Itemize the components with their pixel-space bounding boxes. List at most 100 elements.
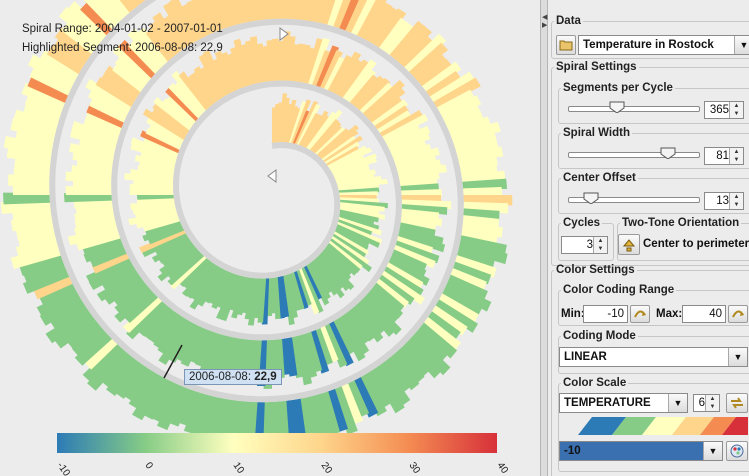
spiral-segment[interactable] [300, 47, 316, 83]
spiral-segment[interactable] [395, 240, 440, 264]
spiral-segment[interactable] [377, 110, 412, 134]
spiral-segment[interactable] [167, 253, 205, 286]
spiral-segment[interactable] [385, 262, 424, 290]
spiral-segment[interactable] [24, 94, 63, 118]
spiral-segment[interactable] [377, 361, 411, 407]
spin-up-icon[interactable]: ▲ [733, 149, 740, 155]
spiral-segment[interactable] [132, 204, 176, 215]
spiral-segment[interactable] [121, 0, 151, 3]
spiral-segment[interactable] [205, 0, 226, 31]
spiral-segment[interactable] [356, 300, 386, 335]
spiral-segment[interactable] [287, 107, 301, 143]
spiral-segment[interactable] [330, 238, 372, 273]
spiral-segment[interactable] [340, 313, 370, 356]
spiral-segment[interactable] [91, 252, 130, 274]
spiral-segment[interactable] [458, 241, 508, 265]
spiral-segment[interactable] [85, 111, 123, 134]
spiral-segment[interactable] [331, 153, 378, 174]
spiral-segment[interactable] [85, 257, 132, 284]
spiral-segment[interactable] [328, 147, 372, 170]
spiral-segment[interactable] [323, 135, 363, 163]
spiral-segment[interactable] [139, 229, 186, 253]
spiral-segment[interactable] [6, 146, 52, 164]
spiral-segment[interactable] [166, 95, 197, 125]
spiral-segment[interactable] [328, 240, 363, 270]
spiral-segment[interactable] [319, 325, 339, 363]
spiral-segment[interactable] [430, 305, 468, 336]
spiral-segment[interactable] [140, 130, 180, 154]
segments-slider[interactable] [568, 106, 700, 112]
spiral-segment[interactable] [74, 332, 113, 366]
spiral-segment[interactable] [447, 274, 488, 301]
spiral-segment[interactable] [137, 165, 174, 178]
spiral-segment[interactable] [220, 0, 238, 27]
spiral-segment[interactable] [193, 66, 219, 103]
spiral-segment[interactable] [310, 329, 330, 374]
spiral-segment[interactable] [433, 77, 481, 109]
spiral-segment[interactable] [327, 0, 348, 27]
spiral-segment[interactable] [153, 96, 192, 131]
cycles-spinner[interactable]: 3 ▲ ▼ [561, 236, 608, 254]
spiral-segment[interactable] [53, 314, 98, 349]
dataset-select[interactable]: Temperature in Rostock ▼ [578, 35, 749, 55]
spiral-segment[interactable] [23, 261, 67, 285]
spiral-segment[interactable] [264, 0, 274, 20]
spiral-segment[interactable] [444, 280, 492, 312]
spiral-segment[interactable] [381, 270, 425, 305]
spiral-segment[interactable] [327, 145, 368, 168]
spiral-segment[interactable] [304, 38, 324, 84]
spiral-segment[interactable] [106, 357, 141, 397]
spiral-segment[interactable] [148, 123, 183, 147]
spiral-segment[interactable] [315, 0, 336, 24]
spiral-segment[interactable] [113, 280, 148, 307]
spiral-segment[interactable] [305, 264, 330, 306]
spiral-segment[interactable] [337, 178, 388, 189]
spiral-segment[interactable] [161, 243, 196, 267]
spiral-segment[interactable] [108, 0, 144, 8]
spiral-segment[interactable] [145, 127, 182, 150]
spiral-segment[interactable] [22, 103, 61, 126]
spiral-segment[interactable] [66, 320, 102, 350]
spiral-segment[interactable] [212, 58, 232, 95]
spiral-segment[interactable] [304, 115, 330, 149]
spiral-segment[interactable] [194, 330, 217, 367]
spiral-segment[interactable] [189, 328, 212, 364]
min-input[interactable]: -10 [583, 305, 628, 323]
spiral-segment[interactable] [233, 38, 250, 87]
spiral-segment[interactable] [401, 208, 440, 220]
spiral-segment[interactable] [378, 274, 415, 305]
spiral-segment[interactable] [89, 97, 127, 123]
spiral-segment[interactable] [235, 401, 251, 440]
spiral-segment[interactable] [462, 215, 500, 229]
spiral-segment[interactable] [456, 248, 496, 269]
spiral-segment[interactable] [334, 228, 369, 251]
spiral-segment[interactable] [82, 117, 121, 139]
spiral-segment[interactable] [296, 44, 311, 83]
spiral-segment[interactable] [198, 53, 225, 99]
spiral-segment[interactable] [397, 231, 446, 253]
spiral-segment[interactable] [457, 146, 504, 164]
width-slider[interactable] [568, 152, 700, 158]
spiral-segment[interactable] [3, 192, 50, 205]
spiral-segment[interactable] [302, 110, 329, 148]
spiral-segment[interactable] [309, 0, 326, 23]
spiral-segment[interactable] [384, 124, 421, 145]
spiral-segment[interactable] [328, 321, 354, 367]
spiral-segment[interactable] [333, 231, 369, 256]
color-scale-select[interactable]: TEMPERATURE ▼ [559, 393, 688, 413]
spiral-segment[interactable] [305, 331, 323, 373]
spiral-segment[interactable] [159, 246, 198, 275]
spiral-segment[interactable] [191, 394, 215, 439]
spiral-segment[interactable] [95, 76, 135, 108]
spiral-segment[interactable] [71, 165, 112, 179]
spin-down-icon[interactable]: ▼ [733, 202, 740, 208]
spiral-segment[interactable] [74, 215, 116, 230]
spiral-segment[interactable] [134, 154, 175, 171]
spiral-segment[interactable] [236, 277, 252, 316]
spiral-segment[interactable] [443, 103, 481, 127]
spiral-segment[interactable] [74, 221, 118, 237]
spiral-segment[interactable] [138, 160, 175, 175]
spiral-segment[interactable] [96, 271, 141, 302]
spiral-segment[interactable] [288, 273, 301, 312]
spiral-segment[interactable] [149, 20, 179, 58]
